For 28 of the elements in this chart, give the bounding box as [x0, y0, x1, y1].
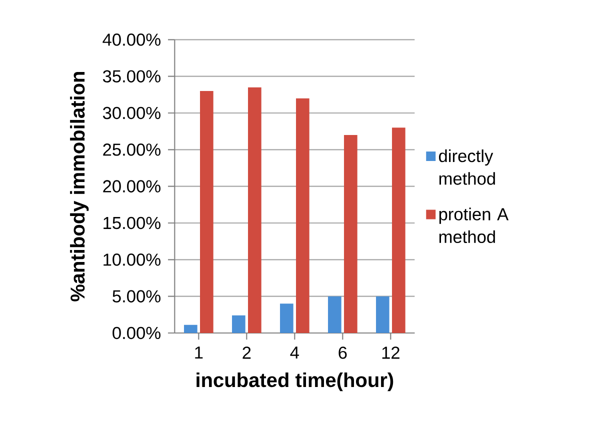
bar: [248, 87, 262, 333]
y-tick-label: 15.00%: [104, 216, 160, 230]
x-tick-label: 4: [290, 346, 299, 359]
bar: [280, 304, 294, 333]
y-tick-label: 20.00%: [103, 180, 160, 192]
bar: [344, 134, 358, 333]
bar: [184, 324, 198, 333]
y-tick-label: 35.00%: [102, 70, 160, 82]
bar: [392, 128, 406, 333]
bar: [200, 90, 214, 333]
y-tick-label: 5.00%: [112, 290, 160, 302]
y-tick-label: 0.00%: [112, 326, 160, 340]
y-tick-label: 10.00%: [104, 254, 160, 266]
legend-label: directly method: [439, 149, 495, 185]
y-tick-label: 30.00%: [102, 106, 160, 120]
x-tick-label: 2: [242, 346, 251, 359]
x-tick-label: 6: [338, 346, 347, 359]
y-axis-title: %antibody immobilation: [70, 72, 89, 302]
x-axis-title: incubated time(hour): [196, 372, 394, 392]
legend-label: protien A method: [439, 208, 509, 244]
bar: [296, 98, 310, 333]
y-tick-label: 25.00%: [103, 144, 160, 156]
x-tick-label: 12: [382, 346, 400, 359]
bar: [232, 315, 246, 333]
bar: [328, 296, 342, 333]
bar: [376, 296, 390, 333]
x-tick-label: 1: [195, 346, 203, 359]
y-tick-label: 40.00%: [102, 34, 160, 46]
